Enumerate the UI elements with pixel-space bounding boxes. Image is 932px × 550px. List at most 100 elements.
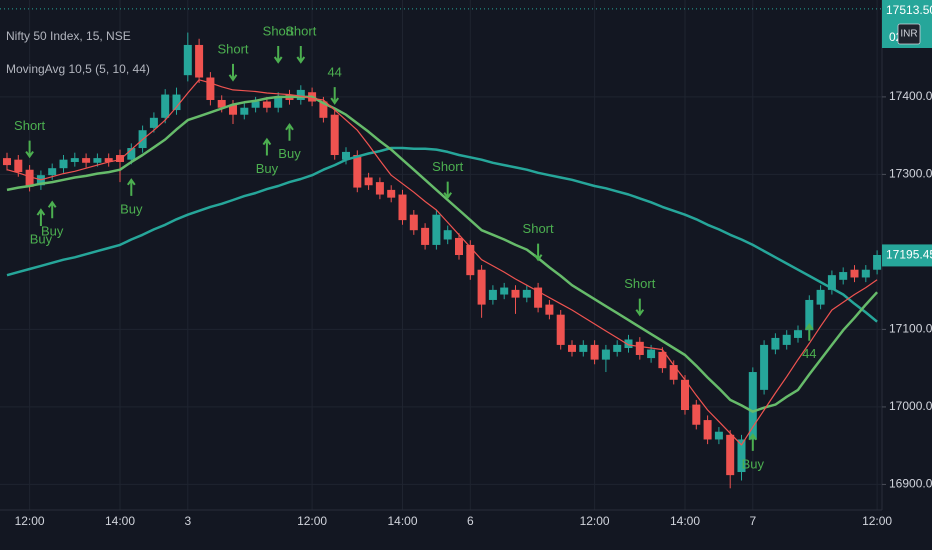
signal-label: 44	[327, 65, 341, 80]
signal-label: Buy	[30, 231, 53, 246]
candle-body	[726, 434, 735, 476]
candle-body	[161, 94, 170, 118]
signal-label: Buy	[120, 201, 143, 216]
candle-body	[692, 404, 701, 425]
signal-arrow	[126, 178, 136, 196]
candle-body	[149, 117, 158, 128]
candle-body	[455, 237, 463, 255]
candle-body	[104, 158, 113, 162]
signal-label: Short	[624, 276, 655, 291]
signal-arrow	[262, 137, 272, 156]
candle-body	[421, 227, 430, 245]
candle-body	[647, 349, 656, 359]
signal-arrow	[36, 208, 46, 227]
candle-body	[545, 304, 554, 315]
signal-label: Short	[432, 159, 463, 174]
moving-average-line	[6, 79, 878, 446]
signal-label: 44	[802, 346, 816, 361]
x-tick-label: 14:00	[387, 514, 417, 528]
last-price-box	[882, 244, 932, 267]
candle-body	[195, 44, 204, 78]
candle-body	[703, 420, 712, 440]
candle-body	[127, 148, 136, 160]
y-tick-label: 17000.00	[889, 399, 932, 413]
candle-body	[477, 269, 486, 305]
signal-arrow	[635, 298, 645, 317]
signal-arrow	[228, 63, 238, 82]
signal-arrow	[296, 46, 306, 64]
candle-body	[556, 314, 565, 345]
candle-body	[522, 289, 531, 298]
candle-body	[296, 89, 305, 100]
candle-body	[183, 44, 192, 76]
candle-body	[873, 255, 882, 270]
candle-body	[861, 269, 870, 278]
candle-body	[511, 289, 520, 298]
moving-average-line	[6, 95, 879, 413]
candle-body	[827, 275, 836, 290]
signal-arrow	[533, 243, 543, 262]
candle-body	[229, 104, 237, 115]
candle-body	[466, 244, 475, 276]
candle-body	[432, 214, 441, 245]
candle-body	[601, 349, 610, 360]
candle-body	[613, 344, 622, 352]
candle-body	[488, 289, 497, 300]
candle-body	[274, 96, 283, 108]
candle-body	[409, 214, 418, 231]
x-tick-label: 12:00	[297, 514, 327, 528]
y-tick-label: 17300.00	[889, 167, 932, 181]
candle-body	[262, 101, 271, 108]
x-tick-label: 12:00	[580, 514, 610, 528]
candle-body	[25, 169, 34, 187]
candle-body	[217, 99, 226, 108]
x-tick-label: 14:00	[105, 514, 135, 528]
candle-body	[82, 158, 91, 163]
candle-body	[579, 344, 588, 352]
candle-body	[342, 151, 350, 160]
last-price-label: 17195.45	[886, 248, 932, 262]
candle-body	[353, 155, 362, 188]
candle-body	[319, 101, 328, 118]
signal-label: Short	[523, 221, 554, 236]
candle-body	[240, 107, 249, 115]
candle-body	[387, 189, 396, 198]
candle-body	[500, 287, 509, 295]
signal-label: Buy	[742, 456, 765, 471]
candle-body	[839, 272, 848, 280]
signal-arrow	[330, 87, 340, 105]
x-tick-label: 12:00	[15, 514, 45, 528]
candle-body	[635, 341, 644, 355]
signal-label: Short	[14, 118, 45, 133]
indicator-label: MovingAvg 10,5 (5, 10, 44)	[6, 62, 150, 76]
candle-body	[93, 158, 102, 163]
candle-body	[850, 269, 859, 278]
signal-arrow	[47, 200, 57, 219]
signal-label: Short	[263, 23, 294, 38]
y-tick-label: 17400.00	[889, 89, 932, 103]
candle-body	[59, 159, 68, 169]
candle-body	[70, 158, 79, 162]
candle-body	[737, 439, 746, 473]
signal-arrow	[285, 123, 294, 141]
signal-label: Buy	[256, 161, 279, 176]
candle-body	[330, 114, 339, 156]
chart-title: Nifty 50 Index, 15, NSE	[6, 29, 131, 43]
candle-body	[443, 230, 452, 240]
signal-label: Buy	[41, 224, 64, 239]
candle-body	[714, 431, 723, 440]
candle-body	[206, 77, 215, 100]
candle-body	[14, 159, 23, 173]
y-tick-label: 17100.00	[889, 322, 932, 336]
candle-body	[116, 155, 124, 162]
candle-body	[782, 334, 791, 345]
candle-body	[748, 372, 757, 440]
signal-arrow	[804, 323, 814, 341]
candle-body	[48, 168, 57, 176]
candle-body	[364, 177, 373, 186]
candle-body	[816, 289, 825, 305]
x-tick-label: 14:00	[670, 514, 700, 528]
